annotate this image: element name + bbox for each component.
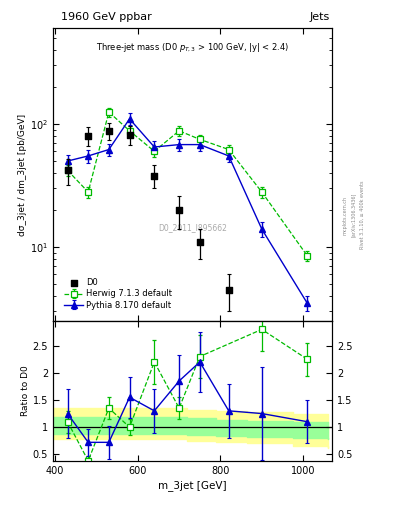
D0 <box>176 206 182 214</box>
D0 <box>64 166 71 175</box>
Text: 1960 GeV ppbar: 1960 GeV ppbar <box>61 11 152 22</box>
D0 <box>127 131 133 139</box>
Text: mcplots.cern.ch: mcplots.cern.ch <box>343 196 347 234</box>
Y-axis label: dσ_3jet / dm_3jet [pb/GeV]: dσ_3jet / dm_3jet [pb/GeV] <box>18 114 27 236</box>
Y-axis label: Ratio to D0: Ratio to D0 <box>21 366 30 416</box>
X-axis label: m_3jet [GeV]: m_3jet [GeV] <box>158 480 227 490</box>
Text: D0_2011_I895662: D0_2011_I895662 <box>158 223 227 232</box>
D0 <box>106 126 112 135</box>
Text: [arXiv:1306.3436]: [arXiv:1306.3436] <box>351 193 356 237</box>
D0 <box>226 286 232 294</box>
Text: Three-jet mass (D0 $p_{T,3}$ > 100 GeV, |y| < 2.4): Three-jet mass (D0 $p_{T,3}$ > 100 GeV, … <box>96 41 289 54</box>
Text: Jets: Jets <box>310 11 330 22</box>
Text: Rivet 3.1.10, ≥ 400k events: Rivet 3.1.10, ≥ 400k events <box>360 181 365 249</box>
D0 <box>196 238 203 246</box>
D0 <box>151 172 158 180</box>
Legend: D0, Herwig 7.1.3 default, Pythia 8.170 default: D0, Herwig 7.1.3 default, Pythia 8.170 d… <box>63 276 174 311</box>
D0 <box>85 132 91 140</box>
